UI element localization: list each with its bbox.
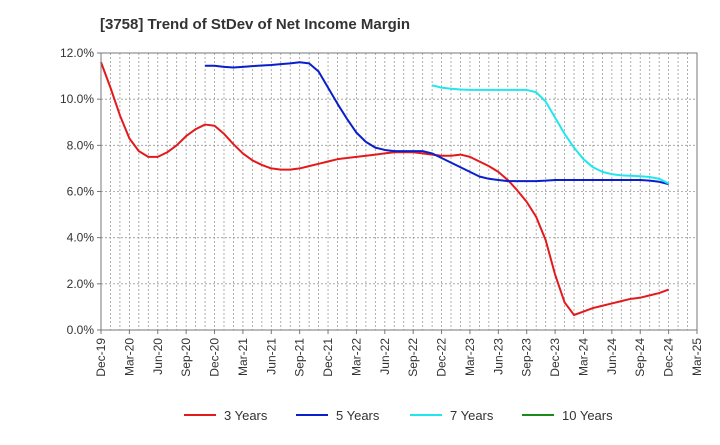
- x-tick-label: Mar-20: [122, 338, 136, 376]
- y-tick-label: 6.0%: [67, 185, 95, 199]
- legend-item: 3 Years: [184, 408, 268, 423]
- x-tick-label: Dec-22: [435, 338, 449, 377]
- plot-area-border: [100, 52, 698, 331]
- x-tick-label: Mar-25: [690, 338, 704, 376]
- grid-lines: [101, 52, 697, 330]
- series-line-3-years: [100, 61, 669, 316]
- legend-label: 10 Years: [562, 408, 613, 423]
- y-tick-label: 0.0%: [67, 323, 95, 337]
- x-tick-label: Mar-24: [576, 338, 590, 376]
- x-tick-label: Sep-20: [179, 338, 193, 377]
- x-tick-label: Mar-22: [349, 338, 363, 376]
- legend-label: 3 Years: [224, 408, 268, 423]
- x-tick-label: Sep-22: [406, 338, 420, 377]
- chart-title: [3758] Trend of StDev of Net Income Marg…: [100, 16, 410, 33]
- x-tick-label: Dec-24: [662, 338, 676, 377]
- x-tick-label: Mar-23: [463, 338, 477, 376]
- y-tick-label: 4.0%: [67, 231, 95, 245]
- x-tick-label: Mar-21: [236, 338, 250, 376]
- x-tick-label: Jun-22: [378, 338, 392, 375]
- legend: 3 Years 5 Years 7 Years 10 Years: [184, 408, 613, 423]
- legend-label: 7 Years: [450, 408, 494, 423]
- x-tick-label: Jun-23: [491, 338, 505, 375]
- x-tick-label: Dec-23: [548, 338, 562, 377]
- legend-item: 7 Years: [410, 408, 494, 423]
- x-tick-label: Jun-20: [151, 338, 165, 375]
- x-tick-label: Sep-23: [520, 338, 534, 377]
- data-series: [100, 61, 670, 316]
- y-tick-label: 10.0%: [60, 92, 94, 106]
- x-tick-label: Jun-24: [605, 338, 619, 375]
- legend-item: 10 Years: [522, 408, 613, 423]
- x-axis-ticks: Dec-19 Mar-20 Jun-20 Sep-20 Dec-20 Mar-21 Jun-…: [94, 330, 704, 377]
- series-line-7-years: [431, 84, 670, 185]
- y-tick-label: 8.0%: [67, 138, 95, 152]
- series-line-5-years: [205, 61, 669, 186]
- y-tick-label: 12.0%: [60, 46, 94, 60]
- legend-label: 5 Years: [336, 408, 380, 423]
- x-tick-label: Dec-20: [208, 338, 222, 377]
- x-tick-label: Jun-21: [264, 338, 278, 375]
- y-axis-ticks: 0.0% 2.0% 4.0% 6.0% 8.0% 10.0% 12.0%: [60, 46, 101, 337]
- x-tick-label: Dec-19: [94, 338, 108, 377]
- legend-item: 5 Years: [296, 408, 380, 423]
- x-tick-label: Sep-21: [293, 338, 307, 377]
- y-tick-label: 2.0%: [67, 277, 95, 291]
- x-tick-label: Sep-24: [633, 338, 647, 377]
- x-tick-label: Dec-21: [321, 338, 335, 377]
